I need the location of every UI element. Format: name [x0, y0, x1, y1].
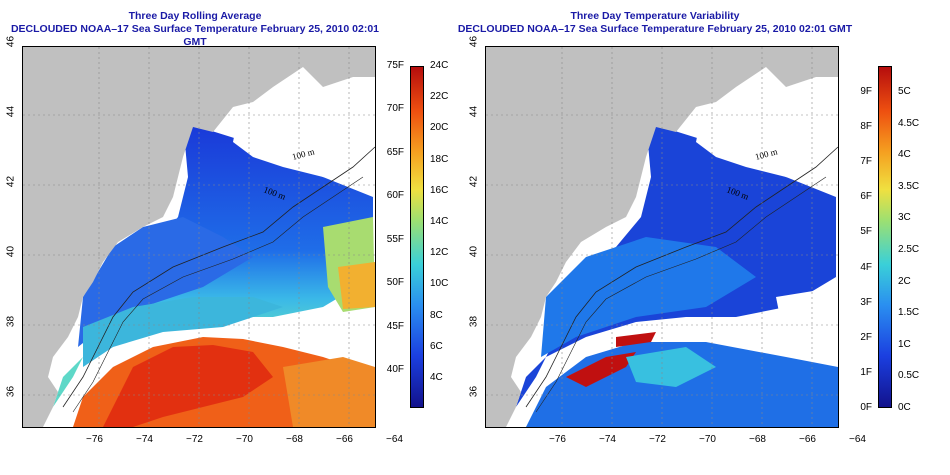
x-tick-label: −68 [749, 434, 766, 445]
colorbar-label: 20C [430, 122, 449, 134]
colorbar-label: 40F [386, 364, 404, 375]
y-tick-label: 44 [5, 105, 17, 118]
colorbar-label: 0F [860, 402, 872, 413]
variability-hotspot [566, 352, 636, 387]
map1-title: Three Day Rolling Average DECLOUDED NOAA… [0, 10, 390, 49]
colorbar-label: 8C [430, 309, 443, 321]
variability-hotspot-2 [616, 332, 656, 347]
colorbar-label: 70F [386, 103, 404, 115]
x-tick-label: −70 [236, 434, 253, 445]
colorbar-label: 6F [860, 191, 872, 203]
y-tick-label: 42 [468, 175, 480, 188]
map1-colorbar [410, 66, 424, 408]
variability-mid [541, 237, 756, 357]
map2-title-line2: DECLOUDED NOAA–17 Sea Surface Temperatur… [457, 23, 853, 35]
colorbar-label: 12C [430, 247, 449, 259]
colorbar-label: 45F [386, 320, 404, 332]
x-tick-label: −64 [386, 434, 403, 445]
map2-title: Three Day Temperature Variability DECLOU… [455, 10, 855, 36]
x-tick-label: −74 [136, 434, 153, 445]
x-tick-label: −76 [86, 434, 103, 445]
colorbar-label: 3F [860, 296, 872, 308]
depth-contour-2 [535, 176, 827, 413]
warm-east [283, 357, 375, 427]
colorbar-label: 1F [860, 366, 872, 378]
colorbar-label: 1.5C [898, 307, 920, 319]
colorbar-label: 4C [898, 149, 911, 161]
x-tick-label: −66 [799, 434, 816, 445]
no-data-east [776, 287, 838, 347]
colorbar-label: 10C [430, 278, 449, 290]
graticule [486, 47, 838, 427]
y-tick-label: 38 [468, 315, 480, 328]
east-patch-warm [338, 262, 375, 309]
y-tick-label: 42 [5, 175, 17, 188]
x-tick-label: −64 [849, 434, 866, 445]
colorbar-label: 5F [860, 226, 872, 238]
depth-contour [62, 146, 375, 408]
colorbar-label: 18C [430, 153, 449, 165]
colorbar-label: 6C [430, 340, 443, 352]
land-mass [23, 47, 375, 427]
colorbar-label: 75F [386, 60, 404, 71]
land-mass [486, 47, 838, 427]
y-tick-label: 40 [468, 245, 480, 258]
map1-title-line1: Three Day Rolling Average [128, 10, 262, 22]
colorbar-label: 7F [860, 156, 872, 168]
colorbar-label: 60F [386, 190, 404, 202]
map2-colorbar [878, 66, 892, 408]
no-data-region [233, 77, 375, 187]
colorbar-label: 0.5C [898, 370, 920, 382]
y-tick-label: 46 [468, 35, 480, 48]
colorbar-label: 65F [386, 146, 404, 158]
colorbar-label: 2F [860, 331, 872, 343]
colorbar-label: 2.5C [898, 244, 920, 255]
colorbar-label: 0C [898, 402, 911, 413]
colorbar-label: 14C [430, 216, 449, 227]
y-tick-label: 36 [468, 385, 480, 398]
y-tick-label: 40 [5, 245, 17, 258]
colorbar-label: 4F [860, 261, 872, 273]
colorbar-label: 8F [860, 121, 872, 133]
map1-title-line2: DECLOUDED NOAA–17 Sea Surface Temperatur… [10, 23, 380, 48]
x-tick-label: −74 [599, 434, 616, 445]
colorbar-label: 5C [898, 86, 911, 97]
colorbar-label: 50F [386, 277, 404, 289]
y-tick-label: 44 [468, 105, 480, 118]
x-tick-label: −72 [186, 434, 203, 445]
gulf-stream-core [103, 345, 273, 427]
colorbar-label: 1C [898, 338, 911, 350]
colorbar-label: 24C [430, 60, 449, 71]
y-tick-label: 38 [5, 315, 17, 328]
colorbar-label: 2C [898, 275, 911, 287]
colorbar-label: 4.5C [898, 117, 920, 129]
colorbar-label: 3.5C [898, 180, 920, 192]
colorbar-label: 22C [430, 91, 449, 103]
x-tick-label: −76 [549, 434, 566, 445]
y-tick-label: 36 [5, 385, 17, 398]
colorbar-label: 9F [860, 86, 872, 97]
graticule [23, 47, 375, 427]
sst-average-map: 100 m 100 m [22, 46, 376, 428]
depth-contour-2 [72, 176, 364, 413]
map2-title-line1: Three Day Temperature Variability [570, 10, 740, 22]
x-tick-label: −70 [699, 434, 716, 445]
sst-variability-map: 100 m 100 m [485, 46, 839, 428]
no-data-region [696, 77, 838, 187]
colorbar-label: 4C [430, 372, 443, 383]
colorbar-label: 3C [898, 212, 911, 224]
depth-contour [525, 146, 838, 408]
midshelf-water [83, 297, 283, 367]
variability-cyan [626, 347, 716, 387]
x-tick-label: −72 [649, 434, 666, 445]
x-tick-label: −68 [286, 434, 303, 445]
y-tick-label: 46 [5, 35, 17, 48]
colorbar-label: 55F [386, 233, 404, 245]
colorbar-label: 16C [430, 184, 449, 196]
x-tick-label: −66 [336, 434, 353, 445]
